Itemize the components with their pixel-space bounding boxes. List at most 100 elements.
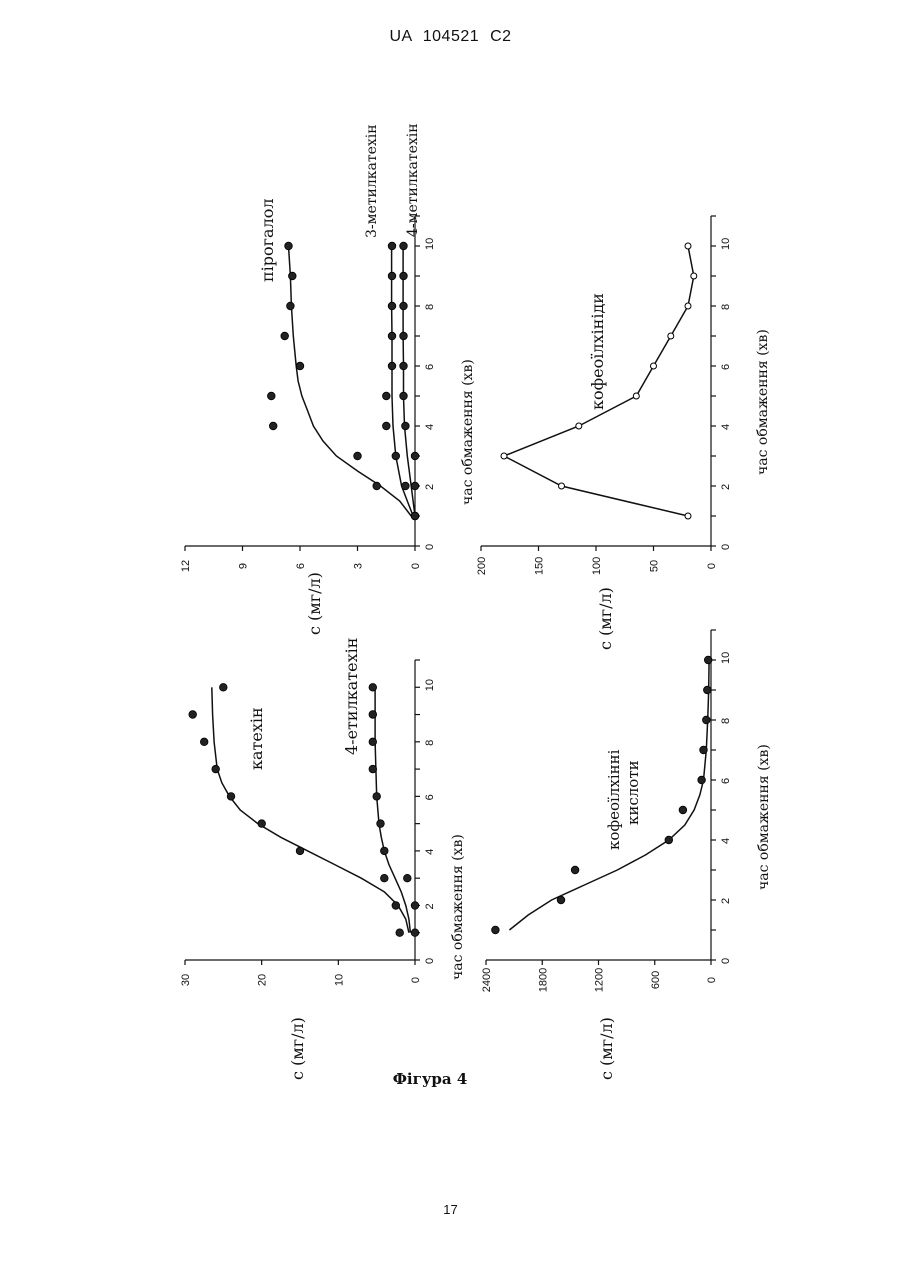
- data-point-3-метилкатехін: [388, 302, 396, 310]
- x-tick-label-pyrogallol: 10: [424, 238, 436, 250]
- x-tick-label-pyrogallol: 6: [424, 364, 436, 370]
- y-tick-label-caffeoylquinides: 150: [534, 557, 546, 575]
- data-point-пірогалол: [281, 332, 289, 340]
- page-number: 17: [0, 1202, 901, 1217]
- data-point-3-метилкатехін: [388, 242, 396, 250]
- data-point-4-етилкатехін: [369, 684, 377, 692]
- data-point-кофеоїлхінні-кислоти: [665, 836, 673, 844]
- y-tick-label-caffeoylquinic-acids: 600: [650, 971, 662, 989]
- x-tick-label-caffeoylquinic-acids: 4: [720, 838, 732, 844]
- data-point-катехін: [258, 820, 266, 828]
- series-label-4-ethylcatechin: 4-етилкатехін: [342, 638, 361, 755]
- data-point-3-метилкатехін: [388, 332, 396, 340]
- y-tick-label-catechin: 10: [333, 974, 345, 986]
- data-point-4-метилкатехін: [400, 302, 408, 310]
- panel-catechin: 02468100102030 c (мг/л) час обмаження (х…: [180, 638, 466, 1080]
- series-label-caffeoylquinides: кофеоїлхініди: [588, 293, 607, 410]
- xlabel-caffeoylquinic-acids: час обмаження (хв): [756, 744, 772, 890]
- data-point-кофеоїлхінні-кислоти: [679, 806, 687, 814]
- series-label-3-methylcatechin: 3-метилкатехін: [364, 124, 380, 238]
- data-point-4-етилкатехін: [381, 847, 389, 855]
- data-point-кофеоїлхінні-кислоти: [492, 926, 500, 934]
- x-tick-label-catechin: 10: [424, 679, 436, 691]
- x-tick-label-caffeoylquinides: 4: [720, 424, 732, 430]
- ylabel-caffeoylquinides: c (мг/л): [596, 587, 615, 650]
- data-point-кофеоїлхінні-кислоти: [700, 746, 708, 754]
- y-tick-label-caffeoylquinides: 0: [706, 563, 718, 569]
- data-point-катехін: [392, 902, 400, 910]
- y-tick-label-caffeoylquinic-acids: 2400: [481, 968, 493, 992]
- y-tick-label-catechin: 30: [180, 974, 192, 986]
- data-point-4-метилкатехін: [402, 422, 410, 430]
- data-point-4-етилкатехін: [404, 874, 412, 882]
- x-tick-label-caffeoylquinic-acids: 10: [720, 652, 732, 664]
- data-point-катехін: [212, 765, 220, 773]
- series-label-pyrogallol: пірогалол: [258, 198, 277, 282]
- data-point-3-метилкатехін: [383, 422, 391, 430]
- x-tick-label-caffeoylquinides: 10: [720, 238, 732, 250]
- data-point-4-метилкатехін: [411, 512, 419, 520]
- x-tick-label-caffeoylquinides: 2: [720, 484, 732, 490]
- y-tick-label-caffeoylquinic-acids: 1800: [537, 968, 549, 992]
- y-tick-label-pyrogallol: 0: [410, 563, 422, 569]
- y-tick-label-pyrogallol: 9: [238, 563, 250, 569]
- data-point-4-метилкатехін: [400, 272, 408, 280]
- data-point-кофеоїлхінні-кислоти: [704, 686, 712, 694]
- figure-caption: Фігура 4: [360, 1070, 500, 1088]
- data-point-4-метилкатехін: [411, 452, 419, 460]
- x-tick-label-pyrogallol: 0: [424, 544, 436, 550]
- data-point-3-метилкатехін: [402, 482, 410, 490]
- data-point-кофеоїлхініди: [685, 303, 691, 309]
- y-tick-label-pyrogallol: 12: [180, 560, 192, 572]
- x-tick-label-catechin: 6: [424, 794, 436, 800]
- x-tick-label-catechin: 2: [424, 903, 436, 909]
- data-point-пірогалол: [287, 302, 295, 310]
- data-point-пірогалол: [269, 422, 277, 430]
- data-point-4-етилкатехін: [369, 765, 377, 773]
- series-label-caffeoylquinic-line1: кофеоїлхінні: [605, 749, 623, 850]
- ylabel-caffeoylquinic-acids: c (мг/л): [597, 1017, 616, 1080]
- data-point-катехін: [220, 684, 228, 692]
- x-tick-label-caffeoylquinic-acids: 2: [720, 898, 732, 904]
- data-point-4-етилкатехін: [369, 711, 377, 719]
- x-tick-label-pyrogallol: 2: [424, 484, 436, 490]
- data-point-катехін: [381, 874, 389, 882]
- data-point-пірогалол: [354, 452, 362, 460]
- y-tick-label-catechin: 20: [257, 974, 269, 986]
- data-point-пірогалол: [285, 242, 293, 250]
- series-label-4-methylcatechin: 4-метилкатехін: [405, 123, 421, 237]
- data-point-пірогалол: [289, 272, 297, 280]
- y-tick-label-caffeoylquinides: 200: [476, 557, 488, 575]
- x-tick-label-pyrogallol: 8: [424, 304, 436, 310]
- series-line-4-метилкатехін: [403, 246, 415, 516]
- data-point-кофеоїлхініди: [559, 483, 565, 489]
- data-point-катехін: [200, 738, 208, 746]
- axes-catechin: 02468100102030: [180, 660, 436, 986]
- data-point-кофеоїлхініди: [685, 513, 691, 519]
- data-point-пірогалол: [296, 362, 304, 370]
- series-label-caffeoylquinic-line2: кислоти: [624, 760, 642, 825]
- x-tick-label-caffeoylquinic-acids: 0: [720, 958, 732, 964]
- panel-caffeoylquinides: 0246810050100150200 c (мг/л) час обмажен…: [476, 216, 771, 650]
- y-tick-label-caffeoylquinides: 50: [649, 560, 661, 572]
- data-point-катехін: [396, 929, 404, 937]
- data-point-3-метилкатехін: [388, 272, 396, 280]
- data-point-кофеоїлхініди: [668, 333, 674, 339]
- x-tick-label-caffeoylquinides: 6: [720, 364, 732, 370]
- xlabel-caffeoylquinides: час обмаження (хв): [755, 329, 771, 475]
- data-point-кофеоїлхініди: [633, 393, 639, 399]
- data-point-кофеоїлхініди: [685, 243, 691, 249]
- data-point-4-метилкатехін: [400, 362, 408, 370]
- marks-caffeoylquinic-acids: [492, 656, 712, 934]
- data-point-кофеоїлхінні-кислоти: [698, 776, 706, 784]
- y-tick-label-caffeoylquinides: 100: [591, 557, 603, 575]
- data-point-3-метилкатехін: [392, 452, 400, 460]
- data-point-4-етилкатехін: [377, 820, 385, 828]
- x-tick-label-catechin: 8: [424, 740, 436, 746]
- data-point-3-метилкатехін: [388, 362, 396, 370]
- x-tick-label-pyrogallol: 4: [424, 424, 436, 430]
- data-point-катехін: [296, 847, 304, 855]
- axes-pyrogallol: 0246810036912: [180, 216, 436, 572]
- data-point-кофеоїлхінні-кислоти: [571, 866, 579, 874]
- y-tick-label-catechin: 0: [410, 977, 422, 983]
